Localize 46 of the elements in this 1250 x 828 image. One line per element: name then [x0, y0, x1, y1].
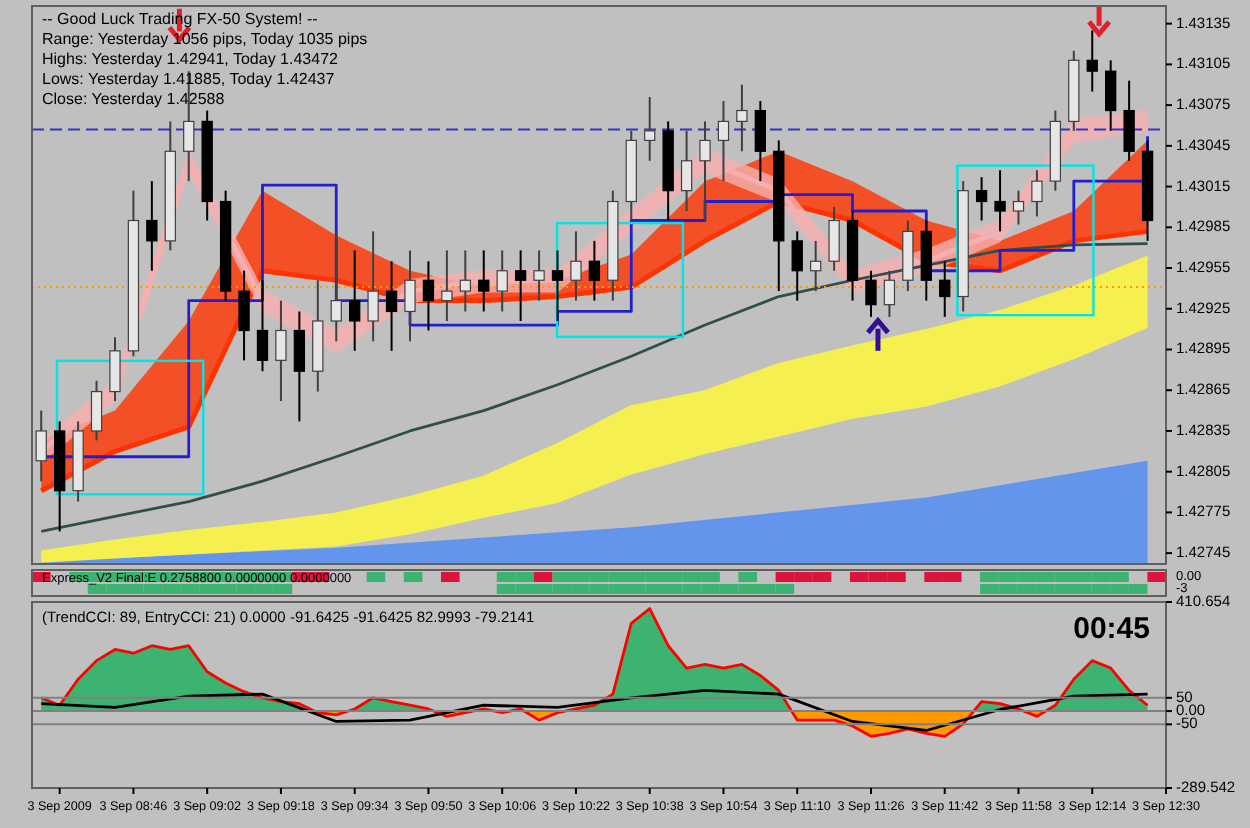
candlestick [717, 100, 730, 183]
candlestick [330, 230, 342, 343]
candlestick [256, 279, 269, 373]
candlestick [644, 95, 656, 162]
candlestick [404, 249, 416, 343]
line-series [39, 688, 1149, 732]
candlestick [865, 269, 877, 318]
candlestick [791, 230, 803, 302]
candlestick [1105, 59, 1117, 132]
candlestick [459, 249, 471, 313]
candlestick [570, 230, 582, 302]
candlestick [293, 310, 306, 423]
candlestick [736, 83, 748, 153]
candlestick [533, 249, 545, 302]
candlestick [349, 249, 361, 352]
candlestick [478, 249, 490, 313]
candlestick [367, 230, 379, 343]
candlestick [754, 100, 767, 183]
candlestick [939, 260, 951, 318]
candlestick [994, 169, 1006, 233]
candlestick [883, 269, 896, 318]
candlestick [1012, 189, 1025, 226]
candlestick [422, 260, 435, 332]
candlestick [680, 129, 693, 213]
annotation: Highs: Yesterday 1.42941, Today 1.43472 [42, 50, 340, 68]
candlestick [514, 249, 527, 322]
candlestick [699, 120, 711, 222]
candlestick [1086, 29, 1098, 93]
candlestick [551, 249, 564, 322]
candlestick [441, 249, 453, 322]
candlestick [588, 239, 601, 302]
candlestick [146, 180, 158, 272]
annotation: Range: Yesterday 1056 pips, Today 1035 pips [42, 30, 368, 48]
candlestick [828, 205, 840, 272]
candlestick [238, 269, 250, 362]
candlestick [109, 336, 121, 403]
candlestick [90, 379, 103, 442]
candlestick [1031, 169, 1043, 218]
candlestick [385, 260, 398, 352]
candlestick [975, 176, 988, 222]
annotation: 00:45 [1073, 612, 1150, 646]
candlestick [496, 249, 508, 313]
candlestick [35, 409, 47, 483]
candlestick [275, 299, 287, 403]
candlestick [809, 239, 822, 293]
candlestick [1123, 79, 1135, 162]
